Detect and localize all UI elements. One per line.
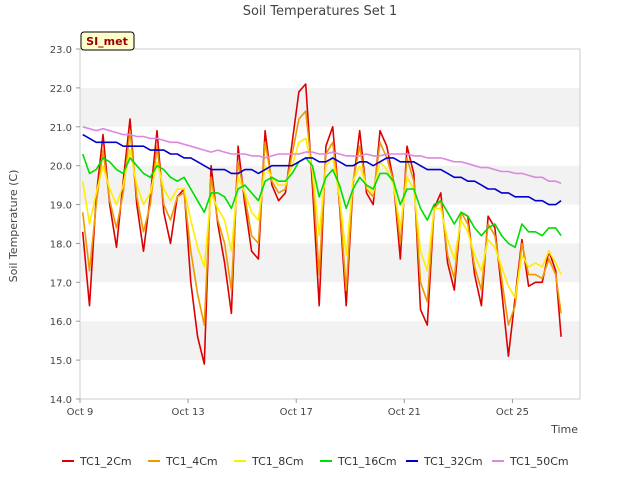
x-tick-label: Oct 17 — [280, 407, 313, 418]
x-tick-label: Oct 13 — [172, 407, 205, 418]
y-tick-label: 17.0 — [50, 278, 72, 289]
legend-item: TC1_50Cm — [492, 455, 569, 468]
y-axis-ticks: 14.0 15.0 16.0 17.0 18.0 19.0 20.0 21.0 22.0 23.0 — [50, 45, 80, 406]
x-axis-ticks: Oct 9 Oct 13 Oct 17 Oct 21 Oct 25 — [67, 399, 529, 418]
y-tick-label: 20.0 — [50, 162, 72, 173]
y-tick-label: 14.0 — [50, 395, 72, 406]
legend-label: TC1_2Cm — [79, 455, 132, 468]
series-line-tc1-4cm — [81, 110, 562, 326]
legend-item: TC1_4Cm — [148, 455, 218, 468]
y-tick-label: 23.0 — [50, 45, 72, 56]
x-tick-label: Oct 9 — [67, 407, 94, 418]
grid-band — [80, 321, 580, 361]
y-tick-label: 15.0 — [50, 356, 72, 367]
series-lines — [81, 83, 562, 365]
legend-item: TC1_32Cm — [406, 455, 483, 468]
legend-label: TC1_16Cm — [337, 455, 397, 468]
annotation-text: SI_met — [86, 35, 128, 48]
plot-area-border — [79, 48, 581, 400]
grid-band — [80, 87, 580, 127]
legend-label: TC1_8Cm — [251, 455, 304, 468]
series-line-tc1-8cm — [81, 137, 562, 299]
legend-item: TC1_8Cm — [234, 455, 304, 468]
legend-item: TC1_16Cm — [320, 455, 397, 468]
y-tick-label: 19.0 — [50, 201, 72, 212]
x-tick-label: Oct 21 — [388, 407, 421, 418]
y-axis-label: Soil Temperature (C) — [7, 170, 20, 283]
annotation-box — [80, 31, 135, 51]
y-tick-label: 16.0 — [50, 317, 72, 328]
series-line-tc1-16cm — [81, 153, 562, 249]
site-annotation: SI_met — [80, 31, 135, 51]
legend-label: TC1_4Cm — [165, 455, 218, 468]
chart-title: Soil Temperatures Set 1 — [243, 4, 398, 19]
x-axis-label: Time — [550, 423, 578, 436]
series-line-tc1-32cm — [82, 133, 562, 206]
legend: TC1_2Cm TC1_4Cm TC1_8Cm TC1_16Cm TC1_32Cm TC1… — [62, 455, 569, 468]
y-tick-label: 21.0 — [50, 123, 72, 134]
y-tick-label: 22.0 — [50, 84, 72, 95]
legend-label: TC1_50Cm — [509, 455, 569, 468]
legend-item: TC1_2Cm — [62, 455, 132, 468]
x-tick-label: Oct 25 — [496, 407, 529, 418]
series-line-tc1-50cm — [82, 126, 562, 184]
y-tick-label: 18.0 — [50, 239, 72, 250]
legend-label: TC1_32Cm — [423, 455, 483, 468]
